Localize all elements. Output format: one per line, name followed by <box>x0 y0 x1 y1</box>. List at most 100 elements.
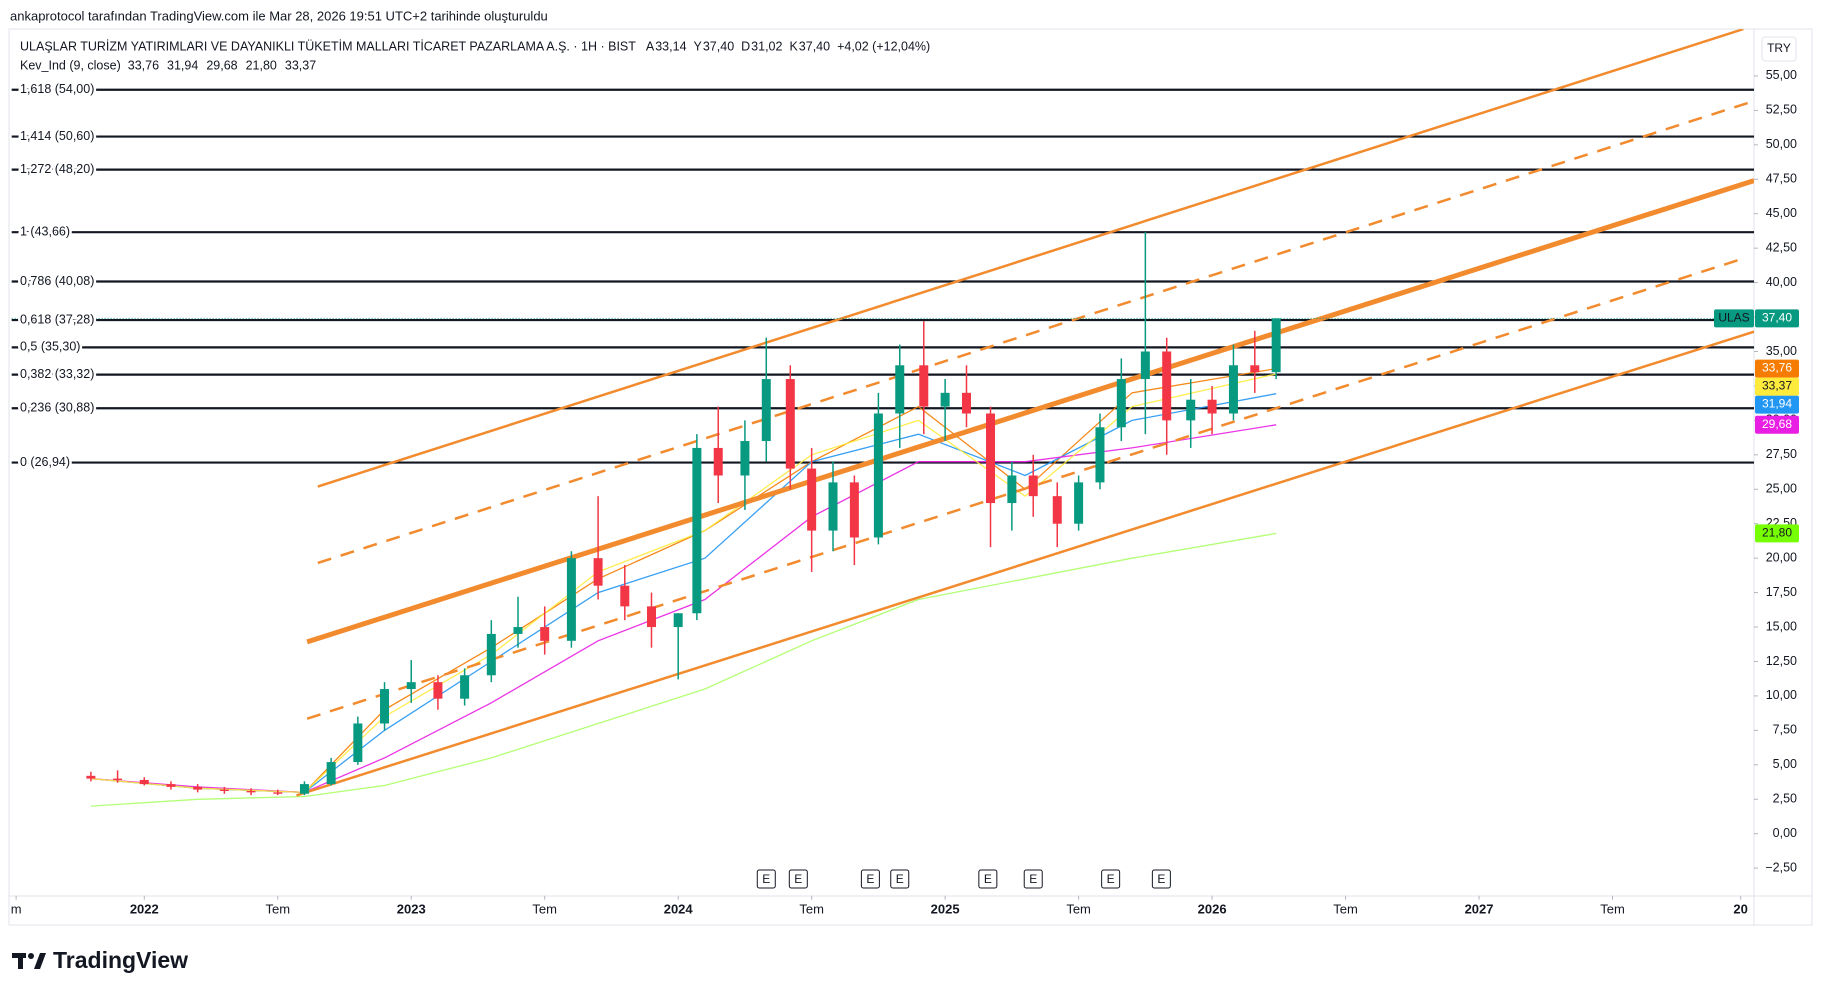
fib-label: 0,786 (40,08) <box>20 274 94 288</box>
currency[interactable]: TRY <box>1767 41 1791 55</box>
x-tick-label: 2024 <box>664 901 694 916</box>
candle-body <box>620 585 630 607</box>
legend-value: 33,37 <box>285 58 316 72</box>
candle-body <box>713 447 723 476</box>
candle-body <box>353 723 363 763</box>
candle-body <box>219 789 229 791</box>
candle-body <box>895 365 905 414</box>
candle-body <box>740 441 750 476</box>
legend-value: 29,68 <box>206 58 237 72</box>
y-tick-label: 47,50 <box>1766 172 1797 186</box>
ohlc-value: 33,14 <box>655 39 686 53</box>
symbol-label: ULAS <box>1718 311 1749 325</box>
price-tag <box>1755 415 1799 434</box>
candle-body <box>113 778 123 780</box>
y-tick-label: 55,00 <box>1766 68 1797 82</box>
y-tick-label: 15,00 <box>1766 619 1797 633</box>
price-tag-label: 29,68 <box>1762 417 1792 431</box>
x-tick-label: Tem <box>1066 901 1091 916</box>
x-tick-label: Tem <box>1333 901 1358 916</box>
legend-value: 31,94 <box>167 58 198 72</box>
channel-line <box>317 29 1744 488</box>
channel-line <box>306 178 1755 645</box>
currency-box[interactable] <box>1761 36 1797 62</box>
candle-body <box>1186 399 1196 421</box>
candle-body <box>1116 379 1126 428</box>
x-tick-label: 2027 <box>1465 901 1494 916</box>
y-tick-label: 10,00 <box>1766 688 1797 702</box>
symbol-tag <box>1714 309 1754 328</box>
candle-body <box>273 792 283 794</box>
candle-body <box>1228 365 1238 414</box>
ohlc-value: 37,40 <box>799 39 830 53</box>
logo-icon <box>12 953 46 969</box>
candle-body <box>1028 475 1038 497</box>
y-tick-label: 27,50 <box>1766 447 1797 461</box>
candle-body <box>673 613 683 628</box>
price-tag-label: 37,40 <box>1762 311 1792 325</box>
y-tick-label: 7,50 <box>1773 723 1797 737</box>
earnings-box <box>860 869 880 889</box>
earnings-box <box>1151 869 1171 889</box>
candle-body <box>986 413 996 504</box>
ohlc-value: 37,40 <box>703 39 734 53</box>
candle-body <box>1074 482 1084 524</box>
credit: ankaprotocol tarafından TradingView.com … <box>10 8 548 23</box>
fib-label: 0,382 (33,32) <box>20 367 94 381</box>
candle-body <box>1162 351 1172 421</box>
candle-body <box>785 379 795 469</box>
y-tick-label: 40,00 <box>1766 275 1797 289</box>
candle-body <box>486 633 496 676</box>
y-tick-label: 20,00 <box>1766 550 1797 564</box>
x-tick-label: 2026 <box>1198 901 1227 916</box>
y-tick-label: 0,00 <box>1773 826 1797 840</box>
price-tag-label: 31,94 <box>1762 397 1792 411</box>
candle-body <box>1052 496 1062 524</box>
ma-line <box>90 532 1277 807</box>
earnings-label: E <box>866 872 874 886</box>
earnings-box <box>1101 869 1121 889</box>
price-tag-label: 21,80 <box>1762 526 1792 540</box>
logo-part <box>28 953 34 959</box>
earnings-box <box>756 869 776 889</box>
earnings-label: E <box>1029 872 1037 886</box>
y-tick-label: 25,00 <box>1766 482 1797 496</box>
plot <box>11 29 1755 807</box>
candle-body <box>828 482 838 531</box>
ohlc-key: Y <box>694 39 703 53</box>
y-tick-label: 52,50 <box>1766 103 1797 117</box>
price-tag <box>1755 524 1799 543</box>
fib-label: 1 (43,66) <box>20 224 70 238</box>
candle-body <box>1007 475 1017 504</box>
earnings-label: E <box>896 872 904 886</box>
price-tag-label: 33,37 <box>1762 379 1792 393</box>
y-tick-label: 2,50 <box>1773 792 1797 806</box>
earnings-box <box>978 869 998 889</box>
candle-body <box>807 468 817 531</box>
ma-line <box>90 373 1277 794</box>
fib-label: 0 (26,94) <box>20 455 70 469</box>
earnings-label: E <box>1157 872 1165 886</box>
earnings-label: E <box>984 872 992 886</box>
candle-body <box>193 786 203 790</box>
price-tag <box>1755 359 1799 378</box>
x-tick-label: 20 <box>1733 901 1747 916</box>
candle-body <box>1140 351 1150 380</box>
x-tick-label: Tem <box>799 901 824 916</box>
y-tick-label: 42,50 <box>1766 240 1797 254</box>
ohlc-value: 31,02 <box>751 39 782 53</box>
candle-body <box>139 779 149 785</box>
price-tag <box>1755 377 1799 396</box>
candle-body <box>566 558 576 641</box>
price-tag <box>1755 309 1799 328</box>
fib-label: 1,618 (54,00) <box>20 82 94 96</box>
candle-body <box>380 689 390 724</box>
candle-body <box>433 682 443 699</box>
candle-body <box>460 675 470 699</box>
fib-label: 0,5 (35,30) <box>20 340 80 354</box>
candle-body <box>86 775 96 779</box>
candle-body <box>849 482 859 538</box>
change: +4,02 (+12,04%) <box>837 39 930 53</box>
channel-line <box>296 330 1755 797</box>
earnings-label: E <box>794 872 802 886</box>
